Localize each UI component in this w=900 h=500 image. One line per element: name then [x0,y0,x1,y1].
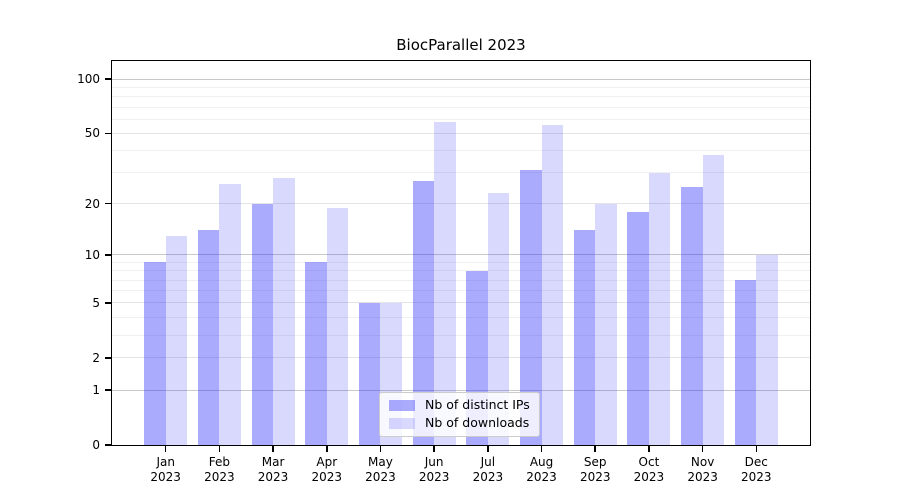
x-tick-label-aug: Aug 2023 [526,455,557,484]
bar-ips-mar [251,203,274,445]
y-tick-label-2: 2 [92,350,100,365]
y-tick-label-20: 20 [84,196,100,211]
y-tick-mark-100 [105,78,111,80]
legend-swatch-downloads-icon [389,417,415,429]
gridline-70 [112,106,810,108]
y-tick-mark-20 [105,202,111,205]
bar-ips-nov [681,186,703,445]
gridline-90 [112,86,810,88]
gridline-4 [112,316,810,318]
gridline-3 [112,334,810,336]
y-tick-label-10: 10 [84,247,100,262]
legend-item-distinct-ips: Nb of distinct IPs [389,398,530,412]
gridline-9 [112,261,810,263]
legend-label-downloads: Nb of downloads [425,415,530,430]
legend: Nb of distinct IPs Nb of downloads [379,392,540,437]
bar-ips-aug [520,170,542,445]
x-tick-mark-nov [701,446,704,452]
gridline-80 [112,96,810,98]
x-tick-mark-dec [755,446,758,452]
y-tick-label-1: 1 [92,383,100,398]
x-tick-label-jan: Jan 2023 [150,455,181,484]
gridline-2 [112,357,810,359]
gridline-50 [112,132,810,134]
bar-ips-may [358,302,381,445]
gridline-1 [112,389,810,391]
chart-title: BiocParallel 2023 [396,36,526,54]
bar-ips-jun [412,180,435,445]
x-tick-label-mar: Mar 2023 [257,455,289,484]
bar-ips-feb [197,230,220,445]
bar-downloads-dec [756,254,778,445]
x-tick-label-apr: Apr 2023 [311,455,343,484]
x-tick-label-oct: Oct 2023 [633,455,665,484]
legend-label-distinct-ips: Nb of distinct IPs [425,397,530,412]
bar-downloads-sep [595,203,617,445]
x-tick-mark-jul [487,446,489,452]
y-tick-mark-2 [105,357,111,359]
bar-ips-oct [627,211,649,445]
x-tick-label-may: May 2023 [365,455,396,484]
x-tick-label-nov: Nov 2023 [687,455,718,484]
bar-downloads-nov [702,154,725,445]
bar-ips-dec [734,280,757,445]
gridline-5 [112,302,810,304]
x-tick-label-sep: Sep 2023 [579,455,611,484]
y-tick-mark-50 [105,132,111,135]
bar-downloads-aug [541,124,564,445]
y-tick-label-5: 5 [92,295,100,310]
y-tick-label-0: 0 [92,438,100,452]
x-tick-mark-apr [326,446,328,452]
y-tick-mark-10 [105,254,111,256]
bar-ips-jan [144,262,166,445]
gridline-40 [112,150,810,152]
x-tick-label-dec: Dec 2023 [741,455,772,484]
x-tick-mark-aug [540,446,543,452]
x-tick-mark-sep [594,446,596,452]
x-tick-mark-feb [218,446,221,452]
bar-downloads-jun [434,121,456,445]
bar-downloads-oct [648,172,671,445]
gridline-60 [112,118,810,120]
gridline-8 [112,270,810,272]
y-tick-label-50: 50 [84,126,100,141]
x-tick-mark-jan [164,446,167,452]
y-tick-label-100: 100 [77,72,100,87]
gridline-20 [112,203,810,205]
bar-downloads-mar [273,178,295,445]
plot-area: Nb of distinct IPs Nb of downloads [111,60,811,446]
bar-downloads-apr [326,207,349,445]
x-tick-mark-oct [648,446,650,452]
x-tick-mark-jun [433,446,435,452]
bar-downloads-jan [165,235,188,445]
gridline-6 [112,290,810,292]
x-tick-mark-mar [272,446,274,452]
legend-swatch-distinct-ips-icon [389,399,415,411]
y-tick-mark-0 [105,444,111,446]
legend-item-downloads: Nb of downloads [389,416,530,430]
gridline-100 [112,78,810,80]
x-tick-label-feb: Feb 2023 [204,455,235,484]
gridline-30 [112,172,810,174]
bar-downloads-feb [219,183,241,445]
y-tick-mark-5 [105,302,111,304]
bar-ips-sep [573,230,596,445]
y-tick-mark-1 [105,389,111,391]
x-tick-mark-may [379,446,382,452]
x-tick-label-jul: Jul 2023 [472,455,504,484]
bar-downloads-jul [487,193,510,445]
bar-ips-apr [305,262,327,445]
x-tick-label-jun: Jun 2023 [418,455,450,484]
gridline-7 [112,279,810,281]
gridline-10 [112,254,810,256]
